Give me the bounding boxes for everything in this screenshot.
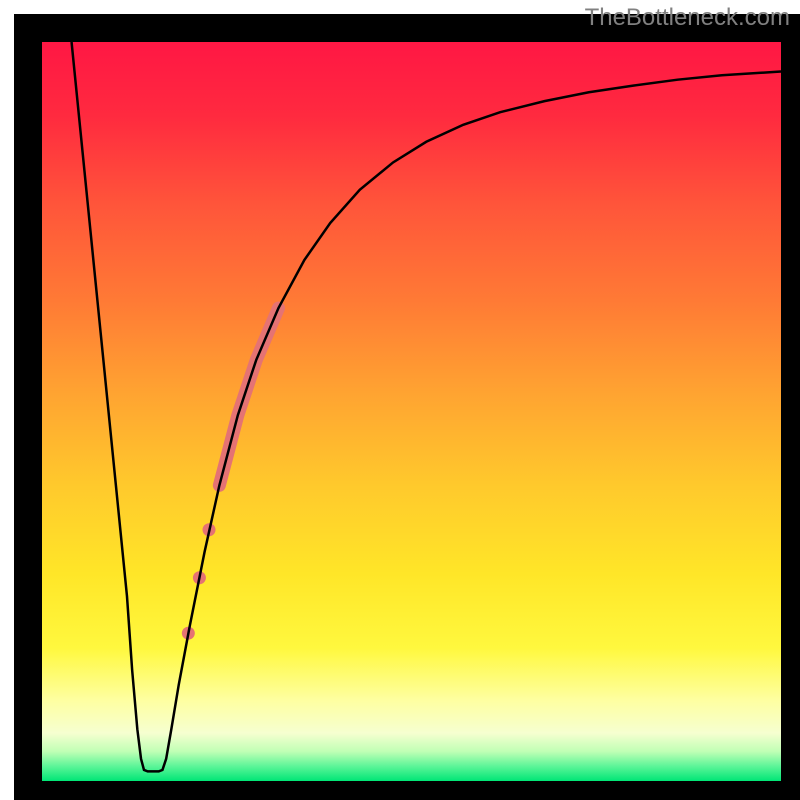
bottleneck-chart bbox=[0, 0, 800, 800]
chart-container: TheBottleneck.com bbox=[0, 0, 800, 800]
plot-background bbox=[42, 42, 781, 781]
